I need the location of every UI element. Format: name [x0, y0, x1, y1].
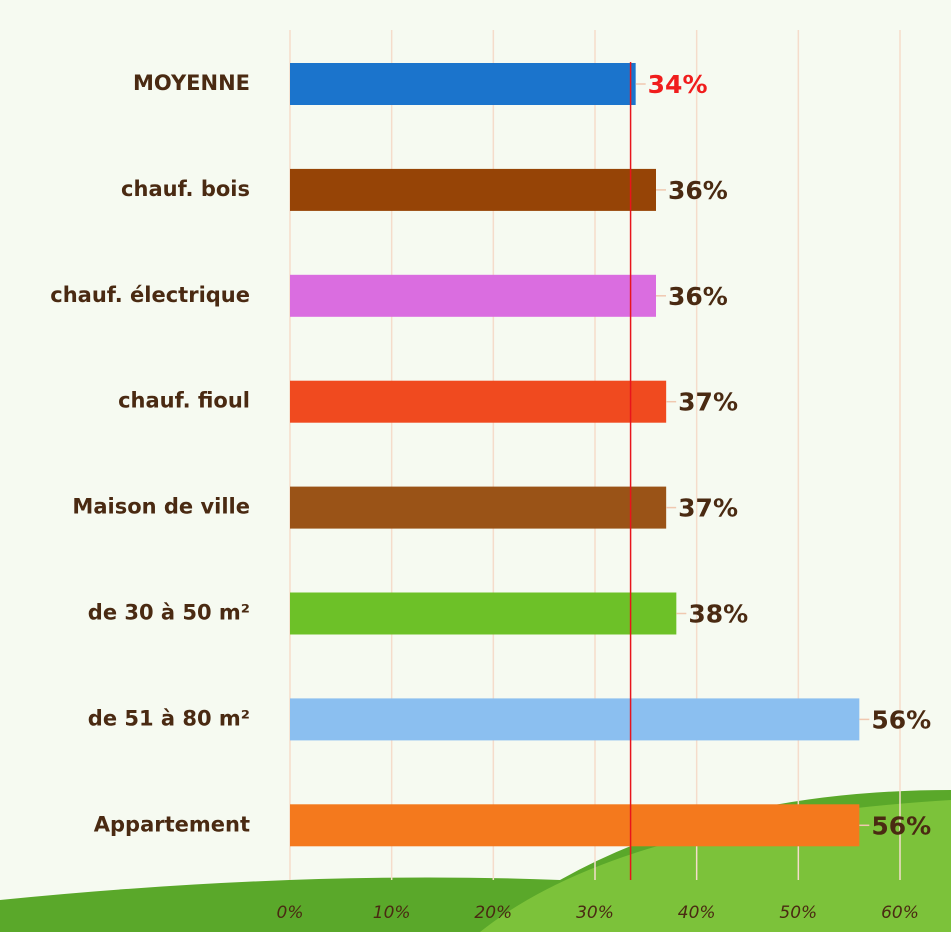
data-label: 56% [871, 811, 931, 840]
bar [290, 592, 677, 635]
x-tick-label: 20% [474, 903, 512, 923]
x-tick-label: 50% [779, 903, 817, 923]
data-label: 36% [668, 282, 728, 311]
x-tick-label: 40% [678, 903, 716, 923]
y-tick-label: chauf. électrique [50, 283, 250, 307]
bar [290, 486, 667, 529]
x-tick-label: 30% [576, 903, 614, 923]
bar [290, 274, 656, 317]
y-tick-label: Maison de ville [72, 495, 250, 519]
y-tick-label: Appartement [94, 812, 250, 836]
y-tick-label: chauf. fioul [118, 389, 250, 413]
y-tick-label: de 51 à 80 m² [88, 706, 250, 730]
x-tick-label: 0% [277, 903, 304, 923]
data-label: 34% [648, 70, 708, 99]
x-tick-label: 60% [881, 903, 919, 923]
data-label: 36% [668, 176, 728, 205]
data-label: 56% [871, 705, 931, 734]
y-tick-label: chauf. bois [121, 177, 250, 201]
bar [290, 63, 636, 105]
y-tick-label: de 30 à 50 m² [88, 601, 250, 625]
bar [290, 380, 667, 423]
bar [290, 168, 656, 211]
y-tick-label: MOYENNE [133, 71, 250, 95]
data-label: 38% [688, 600, 748, 629]
x-tick-label: 10% [373, 903, 411, 923]
data-label: 37% [678, 494, 738, 523]
bar [290, 698, 860, 741]
data-label: 37% [678, 388, 738, 417]
bar [290, 804, 860, 847]
